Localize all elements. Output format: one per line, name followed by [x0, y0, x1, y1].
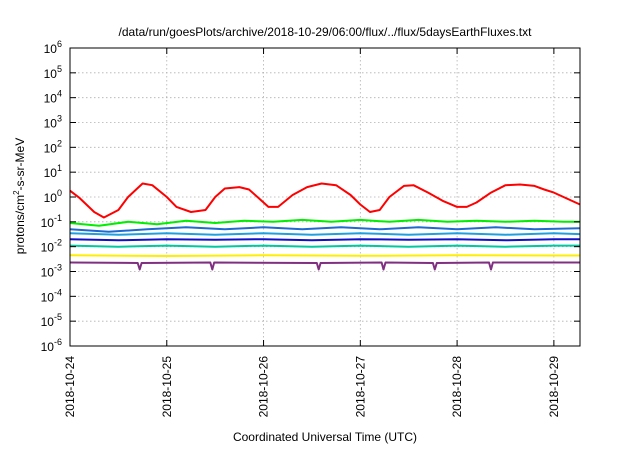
series-line-5 [69, 238, 580, 242]
y-tick-base: 10 [44, 191, 58, 205]
x-tick-label: 2018-10-27 [353, 356, 367, 418]
y-tick-label: 103 [44, 114, 62, 131]
y-tick-base: 10 [41, 216, 55, 230]
series-group [69, 182, 581, 271]
x-axis-ticks: 2018-10-24 2018-10-25 2018-10-26 2018-10-27… [63, 48, 561, 417]
series-line-6 [69, 244, 580, 248]
y-tick-label: 10-4 [41, 287, 62, 304]
y-tick-exponent: 1 [57, 163, 62, 173]
x-tick-label: 2018-10-24 [63, 356, 77, 418]
y-tick-exponent: 5 [57, 64, 62, 74]
y-tick-base: 10 [44, 92, 58, 106]
y-tick-label: 100 [44, 188, 62, 205]
series-line-7 [69, 254, 580, 257]
y-tick-label: 10-1 [41, 213, 62, 230]
y-tick-label: 106 [44, 39, 62, 56]
y-axis-label-exp: 2 [12, 190, 21, 195]
series-line-8 [69, 261, 580, 271]
y-tick-base: 10 [44, 42, 58, 56]
y-tick-exponent: 4 [57, 89, 62, 99]
y-tick-label: 10-6 [41, 337, 62, 354]
chart-title: /data/run/goesPlots/archive/2018-10-29/0… [119, 25, 533, 39]
y-tick-base: 10 [41, 266, 55, 280]
y-tick-label: 102 [44, 138, 62, 155]
x-tick-label: 2018-10-25 [160, 356, 174, 418]
y-tick-base: 10 [41, 340, 55, 354]
y-tick-exponent: 3 [57, 114, 62, 124]
y-axis-label-part2: -s-sr-MeV [13, 138, 27, 191]
series-line-2 [69, 218, 580, 227]
x-axis-label: Coordinated Universal Time (UTC) [233, 430, 417, 444]
y-tick-label: 10-5 [41, 312, 62, 329]
y-tick-exponent: -3 [54, 263, 62, 273]
y-tick-base: 10 [41, 315, 55, 329]
y-tick-exponent: 2 [57, 138, 62, 148]
y-tick-label: 104 [44, 89, 62, 106]
series-line-4 [69, 232, 581, 236]
y-tick-exponent: -1 [54, 213, 62, 223]
y-tick-base: 10 [41, 241, 55, 255]
x-tick-label: 2018-10-28 [450, 356, 464, 418]
x-tick-label: 2018-10-26 [257, 356, 271, 418]
y-tick-exponent: 6 [57, 39, 62, 49]
y-tick-base: 10 [44, 67, 58, 81]
y-axis-ticks: 10-610-510-410-310-210-11001011021031041… [41, 39, 580, 354]
y-axis-label-part1: protons/cm [13, 195, 27, 254]
series-line-1 [69, 182, 581, 219]
y-tick-base: 10 [44, 166, 58, 180]
y-tick-exponent: -5 [54, 312, 62, 322]
series-line-3 [69, 226, 581, 233]
grid [70, 48, 580, 346]
x-tick-label: 2018-10-29 [547, 356, 561, 418]
y-tick-base: 10 [44, 141, 58, 155]
y-tick-base: 10 [44, 117, 58, 131]
y-tick-exponent: 0 [57, 188, 62, 198]
y-tick-exponent: -6 [54, 337, 62, 347]
y-axis-label: protons/cm2-s-sr-MeV [12, 138, 27, 254]
y-tick-label: 10-2 [41, 238, 62, 255]
y-tick-label: 10-3 [41, 263, 62, 280]
y-tick-label: 101 [44, 163, 62, 180]
y-tick-base: 10 [41, 290, 55, 304]
y-tick-label: 105 [44, 64, 62, 81]
y-tick-exponent: -4 [54, 287, 62, 297]
y-tick-exponent: -2 [54, 238, 62, 248]
